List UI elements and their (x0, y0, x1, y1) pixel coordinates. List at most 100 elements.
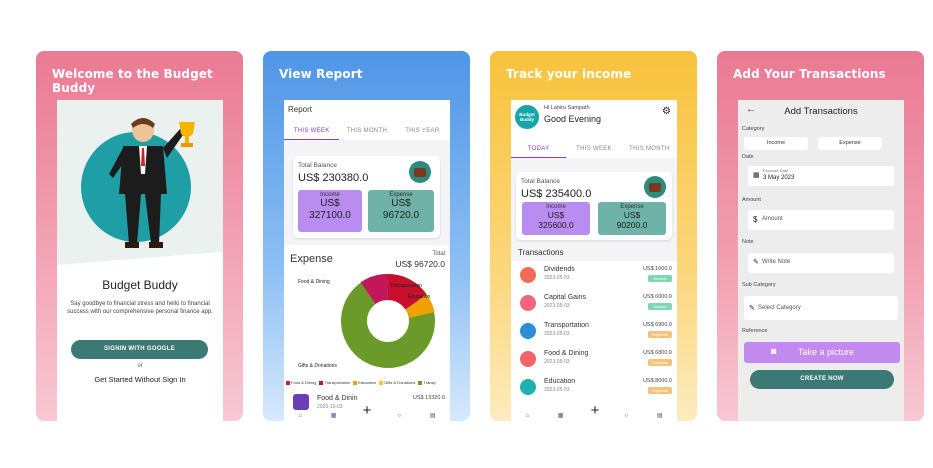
transaction-row[interactable]: Food & Dinin 2023-10-03 US$ 13320.0 (284, 392, 450, 412)
expense-label: Expense (620, 204, 644, 210)
tab-this-month[interactable]: THIS MONTH (629, 146, 670, 152)
status-badge: Expense (648, 331, 672, 338)
signin-google-button[interactable]: SIGNIN WITH GOOGLE (71, 340, 208, 359)
gear-icon[interactable]: ⚙ (662, 106, 671, 117)
plus-icon[interactable]: + (362, 402, 372, 419)
dining-icon (293, 394, 309, 410)
education-icon (520, 379, 536, 395)
expense-box: Expense US$ 90200.0 (598, 202, 666, 235)
balance-card: Total Balance US$ 235400.0 Income US$ 32… (516, 172, 672, 240)
list-item[interactable]: Education 2023-05-03 US$ 8000.0 Expense (511, 375, 677, 399)
back-arrow-icon[interactable]: ← (746, 104, 756, 115)
expense-value: US$ 90200.0 (616, 210, 648, 230)
tab-this-week[interactable]: THIS WEEK (576, 146, 612, 152)
balance-value: US$ 235400.0 (521, 188, 592, 200)
or-divider: or (137, 363, 143, 369)
expense-box: Expense US$ 96720.0 (368, 190, 434, 232)
subcategory-label: Sub Category (742, 282, 776, 288)
reference-label: Reference (742, 328, 768, 334)
income-value: US$ 327100.0 (309, 198, 351, 221)
transaction-amount: US$ 6000.0 (642, 294, 672, 300)
tab-this-month[interactable]: THIS MONTH (346, 128, 388, 134)
wallet-icon (644, 176, 666, 198)
chart-label-gifts: Gifts & Donations (298, 363, 337, 369)
tab-this-year[interactable]: THIS YEAR (405, 128, 440, 134)
date-label: Date (742, 154, 754, 160)
dining-icon (520, 351, 536, 367)
home-icon[interactable]: ⌂ (525, 413, 529, 419)
date-value: 3 May 2023 (763, 175, 795, 181)
card-add-transactions: Add Your Transactions ← Add Transactions… (717, 51, 924, 421)
phone-screen-report: Report THIS WEEK THIS MONTH THIS YEAR To… (284, 100, 450, 421)
date-field[interactable]: ▦ Expense Date 3 May 2023 (748, 166, 894, 186)
chart-icon[interactable]: ▦ (557, 413, 564, 419)
home-icon[interactable]: ⌂ (298, 413, 302, 419)
balance-label: Total Balance (298, 162, 338, 169)
transportation-icon (520, 323, 536, 339)
phone-screen-home: Budget Buddy Hi Lahiru Sampath Good Even… (511, 100, 677, 421)
expense-label: Expense (389, 192, 413, 198)
transaction-date: 2023-05-03 (544, 359, 570, 365)
transaction-name: Capital Gains (544, 294, 587, 301)
slice-food (360, 274, 389, 305)
subcategory-placeholder: Select Category (758, 305, 801, 311)
income-option[interactable]: Income (744, 137, 808, 150)
chart-icon[interactable]: ▦ (330, 413, 337, 419)
search-icon[interactable]: ○ (397, 413, 402, 419)
take-picture-label: Take a picture (798, 347, 855, 357)
chart-legend: Food & Dining Transportation Education G… (286, 380, 450, 385)
note-placeholder: Write Note (762, 259, 791, 265)
edit-icon: ✎ (753, 259, 759, 266)
report-title: Report (288, 105, 313, 114)
status-badge: Income (648, 275, 672, 282)
income-label: Income (546, 204, 566, 210)
plus-icon[interactable]: + (590, 402, 600, 419)
list-item[interactable]: Capital Gains 2023-05-03 US$ 6000.0 Inco… (511, 291, 677, 315)
create-now-button[interactable]: CREATE NOW (750, 370, 894, 389)
transactions-list: Dividends 2023-05-03 US$ 1600.0 Income C… (511, 261, 677, 411)
tab-this-week[interactable]: THIS WEEK (284, 124, 340, 140)
search-icon[interactable]: ○ (624, 413, 629, 419)
total-label: Total (432, 251, 445, 257)
card-title: View Report (279, 67, 363, 81)
report-header: Report THIS WEEK THIS MONTH THIS YEAR (284, 100, 450, 140)
total-value: US$ 96720.0 (395, 259, 445, 269)
app-logo: Budget Buddy (515, 105, 539, 129)
transaction-amount: US$ 1600.0 (642, 266, 672, 272)
list-icon[interactable]: ▤ (656, 413, 663, 419)
businessman-illustration (109, 118, 185, 248)
bottom-nav: ⌂ ▦ + ○ ▤ (284, 411, 450, 421)
phone-screen-welcome: Budget Buddy Say goodbye to financial st… (57, 100, 223, 421)
tab-today[interactable]: TODAY (511, 142, 567, 158)
take-picture-button[interactable]: ◙ Take a picture (744, 342, 900, 363)
chart-label-education: Education (408, 294, 431, 300)
expense-chart-card: Expense Total US$ 96720.0 Food & Dining … (284, 245, 450, 395)
list-icon[interactable]: ▤ (429, 413, 436, 419)
chart-label-transportation: Transportation (390, 283, 423, 289)
transaction-name: Transportation (544, 322, 589, 329)
chart-label-food: Food & Dining (298, 279, 330, 285)
expense-option[interactable]: Expense (818, 137, 882, 150)
list-item[interactable]: Dividends 2023-05-03 US$ 1600.0 Income (511, 263, 677, 287)
trophy-icon (179, 122, 195, 147)
expense-donut-chart (341, 274, 435, 368)
note-field[interactable]: ✎ Write Note (748, 253, 894, 273)
list-item[interactable]: Transportation 2023-05-03 US$ 6900.0 Exp… (511, 319, 677, 343)
guest-start-link[interactable]: Get Started Without Sign In (94, 375, 186, 384)
card-welcome: Welcome to the Budget Buddy Budget Buddy… (36, 51, 243, 421)
list-item[interactable]: Food & Dining 2023-05-03 US$ 6800.0 Expe… (511, 347, 677, 371)
slice-education (405, 294, 435, 319)
transaction-amount: US$ 6800.0 (642, 350, 672, 356)
edit-icon: ✎ (749, 305, 755, 312)
amount-placeholder: Amount (762, 216, 783, 222)
greeting: Good Evening (544, 114, 602, 124)
transaction-name: Dividends (544, 266, 575, 273)
status-badge: Expense (648, 387, 672, 394)
income-label: Income (320, 192, 340, 198)
phone-screen-add: ← Add Transactions Category Income Expen… (738, 100, 904, 421)
note-label: Note (742, 239, 754, 245)
income-box: Income US$ 325600.0 (522, 202, 590, 235)
tagline: Say goodbye to financial stress and hell… (67, 301, 213, 315)
amount-field[interactable]: $ Amount (748, 210, 894, 230)
subcategory-field[interactable]: ✎ Select Category (744, 296, 898, 320)
